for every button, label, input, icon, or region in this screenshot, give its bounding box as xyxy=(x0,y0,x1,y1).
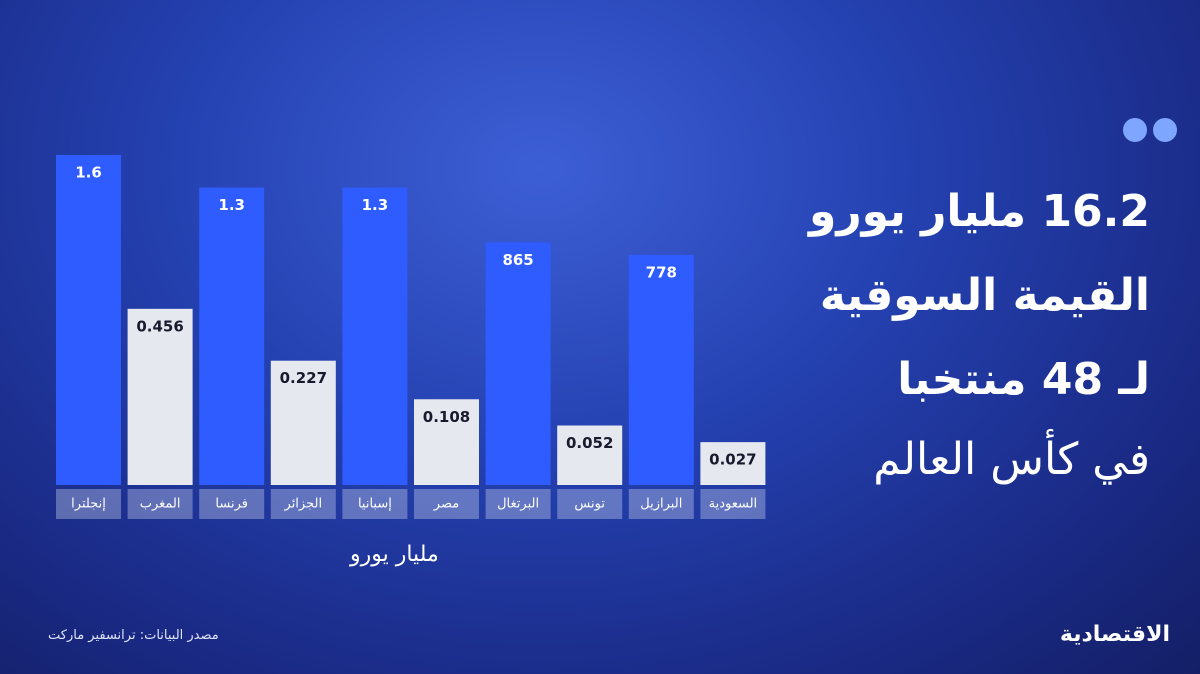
category-box xyxy=(700,489,766,519)
x-tick-label: المغرب xyxy=(140,497,181,512)
x-tick-label: البرتغال xyxy=(497,497,539,512)
value-label: 0.108 xyxy=(423,408,470,426)
bar xyxy=(485,242,551,485)
title-line: في كأس العالم xyxy=(873,434,1150,485)
value-label: 0.456 xyxy=(136,317,183,335)
category-box xyxy=(342,489,408,519)
category-box xyxy=(557,489,623,519)
x-tick-label: مصر xyxy=(433,497,459,512)
logo: الاقتصادية xyxy=(1059,622,1170,647)
category-box xyxy=(414,489,479,519)
category-box xyxy=(56,489,121,519)
value-label: 0.027 xyxy=(709,451,756,469)
value-label: 1.3 xyxy=(218,196,245,214)
category-box xyxy=(199,489,265,519)
x-tick-label: الجزائر xyxy=(284,497,323,512)
source: مصدر البيانات: ترانسفير ماركت xyxy=(48,628,219,643)
x-tick-label: السعودية xyxy=(709,497,758,512)
x-tick-label: إسبانيا xyxy=(358,497,392,512)
x-tick-label: تونس xyxy=(574,497,605,512)
value-label: 1.3 xyxy=(362,196,389,214)
decor-dot xyxy=(1153,118,1177,142)
value-label: 0.227 xyxy=(280,369,327,387)
bar xyxy=(199,187,265,485)
title-line: القيمة السوقية xyxy=(819,270,1150,321)
value-label: 778 xyxy=(646,263,677,281)
bar xyxy=(127,308,193,485)
bar xyxy=(628,254,694,485)
value-label: 1.6 xyxy=(75,164,102,182)
x-tick-label: فرنسا xyxy=(215,497,248,512)
category-box xyxy=(485,489,551,519)
bar xyxy=(414,399,479,485)
bar xyxy=(342,187,408,485)
title-line: 16.2 مليار يورو xyxy=(808,186,1150,237)
bar xyxy=(700,442,766,485)
title-line: لـ 48 منتخبا xyxy=(897,354,1150,405)
decor-dot xyxy=(1123,118,1147,142)
value-label: 865 xyxy=(502,251,533,269)
x-tick-label: البرازيل xyxy=(640,497,682,512)
category-box xyxy=(127,489,193,519)
category-box xyxy=(628,489,694,519)
bar xyxy=(557,425,623,485)
value-label: 0.052 xyxy=(566,434,613,452)
x-tick-label: إنجلترا xyxy=(71,497,106,512)
bar xyxy=(56,155,121,485)
axis-label: مليار يورو xyxy=(350,542,439,567)
bar xyxy=(270,360,336,485)
category-box xyxy=(270,489,336,519)
